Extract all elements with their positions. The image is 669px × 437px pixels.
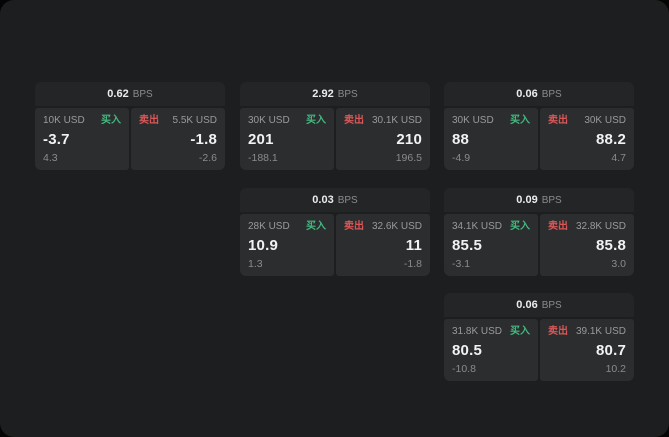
spread-header: 0.62 BPS [35,82,225,106]
buy-price: 10.9 [248,237,278,254]
buy-quote-panel[interactable]: 10K USD 买入 -3.7 4.3 [35,108,129,170]
sell-delta: 10.2 [605,363,626,375]
sell-size: 32.8K USD [575,221,626,232]
sell-quote-panel[interactable]: 卖出 32.8K USD 85.8 3.0 [540,214,634,276]
spread-value: 0.03 [312,194,334,206]
buy-size: 30K USD [452,115,494,126]
sell-price: 80.7 [596,342,626,359]
spread-unit-label: BPS [337,88,358,100]
buy-price: 201 [248,131,274,148]
spread-value: 2.92 [312,88,334,100]
sell-quote-panel[interactable]: 卖出 30.1K USD 210 196.5 [336,108,430,170]
sell-side-label: 卖出 [548,115,568,126]
spread-unit-label: BPS [541,194,562,206]
sell-quote-panel[interactable]: 卖出 30K USD 88.2 4.7 [540,108,634,170]
buy-side-label: 买入 [306,115,326,126]
buy-quote-panel[interactable]: 31.8K USD 买入 80.5 -10.8 [444,319,538,381]
buy-side-label: 买入 [101,115,121,126]
buy-side-label: 买入 [510,115,530,126]
sell-delta: -2.6 [198,152,217,164]
spread-header: 0.03 BPS [240,188,430,212]
spread-unit-label: BPS [541,299,562,311]
sell-price: 85.8 [596,237,626,254]
sell-quote-panel[interactable]: 卖出 32.6K USD 11 -1.8 [336,214,430,276]
sell-delta: 3.0 [611,258,626,270]
sell-delta: 4.7 [611,152,626,164]
quote-card: 0.06 BPS 31.8K USD 买入 80.5 -10.8 卖出 39.1… [444,293,634,381]
sell-price: 88.2 [596,131,626,148]
buy-quote-panel[interactable]: 34.1K USD 买入 85.5 -3.1 [444,214,538,276]
buy-size: 34.1K USD [452,221,503,232]
buy-quote-panel[interactable]: 30K USD 买入 201 -188.1 [240,108,334,170]
buy-size: 30K USD [248,115,290,126]
spread-value: 0.06 [516,88,538,100]
buy-side-label: 买入 [510,326,530,337]
quote-card: 0.09 BPS 34.1K USD 买入 85.5 -3.1 卖出 32.8K… [444,188,634,276]
sell-side-label: 卖出 [344,221,364,232]
sell-quote-panel[interactable]: 卖出 5.5K USD -1.8 -2.6 [131,108,225,170]
sell-price: 11 [405,237,422,254]
spread-unit-label: BPS [337,194,358,206]
buy-side-label: 买入 [306,221,326,232]
spread-header: 2.92 BPS [240,82,430,106]
spread-header: 0.06 BPS [444,293,634,317]
sell-size: 39.1K USD [575,326,626,337]
quote-card: 0.03 BPS 28K USD 买入 10.9 1.3 卖出 32.6K US… [240,188,430,276]
sell-quote-panel[interactable]: 卖出 39.1K USD 80.7 10.2 [540,319,634,381]
buy-delta: -188.1 [248,152,278,164]
buy-price: 88 [452,131,470,148]
sell-size: 32.6K USD [371,221,422,232]
buy-size: 31.8K USD [452,326,503,337]
sell-size: 30K USD [584,115,626,126]
buy-size: 10K USD [43,115,85,126]
spread-header: 0.06 BPS [444,82,634,106]
spread-unit-label: BPS [132,88,153,100]
sell-side-label: 卖出 [139,115,159,126]
spread-value: 0.09 [516,194,538,206]
buy-delta: -4.9 [452,152,471,164]
sell-delta: -1.8 [403,258,422,270]
buy-delta: -10.8 [452,363,476,375]
sell-side-label: 卖出 [548,221,568,232]
quote-card: 0.62 BPS 10K USD 买入 -3.7 4.3 卖出 5.5K USD… [35,82,225,170]
sell-price: 210 [396,131,422,148]
sell-delta: 196.5 [395,152,422,164]
spread-value: 0.62 [107,88,129,100]
buy-quote-panel[interactable]: 30K USD 买入 88 -4.9 [444,108,538,170]
spread-header: 0.09 BPS [444,188,634,212]
buy-delta: 1.3 [248,258,263,270]
spread-unit-label: BPS [541,88,562,100]
quote-card: 2.92 BPS 30K USD 买入 201 -188.1 卖出 30.1K … [240,82,430,170]
sell-size: 5.5K USD [172,115,217,126]
buy-side-label: 买入 [510,221,530,232]
spread-value: 0.06 [516,299,538,311]
buy-price: -3.7 [43,131,70,148]
buy-quote-panel[interactable]: 28K USD 买入 10.9 1.3 [240,214,334,276]
buy-delta: -3.1 [452,258,471,270]
sell-side-label: 卖出 [344,115,364,126]
buy-delta: 4.3 [43,152,58,164]
buy-size: 28K USD [248,221,290,232]
quote-card: 0.06 BPS 30K USD 买入 88 -4.9 卖出 30K USD 8… [444,82,634,170]
sell-size: 30.1K USD [371,115,422,126]
buy-price: 85.5 [452,237,482,254]
buy-price: 80.5 [452,342,482,359]
sell-side-label: 卖出 [548,326,568,337]
sell-price: -1.8 [190,131,217,148]
